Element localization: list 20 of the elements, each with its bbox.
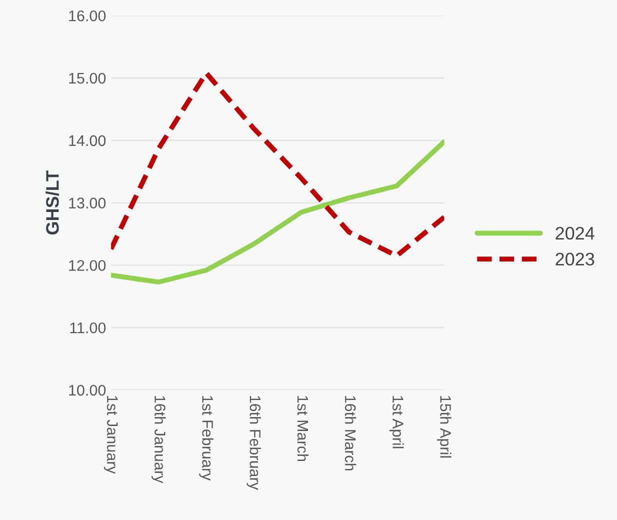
y-tick-label: 16.00	[69, 10, 106, 22]
x-tick-label: 1st January	[104, 396, 118, 474]
x-tick-label: 16th March	[344, 396, 356, 470]
y-tick-label: 15.00	[69, 72, 106, 84]
x-tick-label: 1st March	[297, 396, 309, 461]
legend-label: 2024	[556, 226, 594, 240]
line-series	[111, 70, 444, 258]
legend-label: 2023	[556, 252, 594, 266]
y-tick-label: 10.00	[69, 384, 106, 396]
y-tick-label: 11.00	[70, 322, 106, 334]
line-series	[111, 139, 444, 284]
y-tick-label: 13.00	[69, 198, 106, 208]
y-axis-title: GHS/LT	[46, 170, 60, 234]
x-tick-label: 1st April	[390, 396, 404, 448]
x-tick-label: 16th February	[246, 396, 261, 490]
x-tick-label: 16th January	[152, 396, 166, 484]
x-tick-label: 1st February	[199, 396, 214, 481]
x-tick-label: 15th April	[437, 396, 452, 458]
y-tick-label: 14.00	[69, 135, 106, 146]
y-tick-label: 12.00	[69, 260, 106, 271]
